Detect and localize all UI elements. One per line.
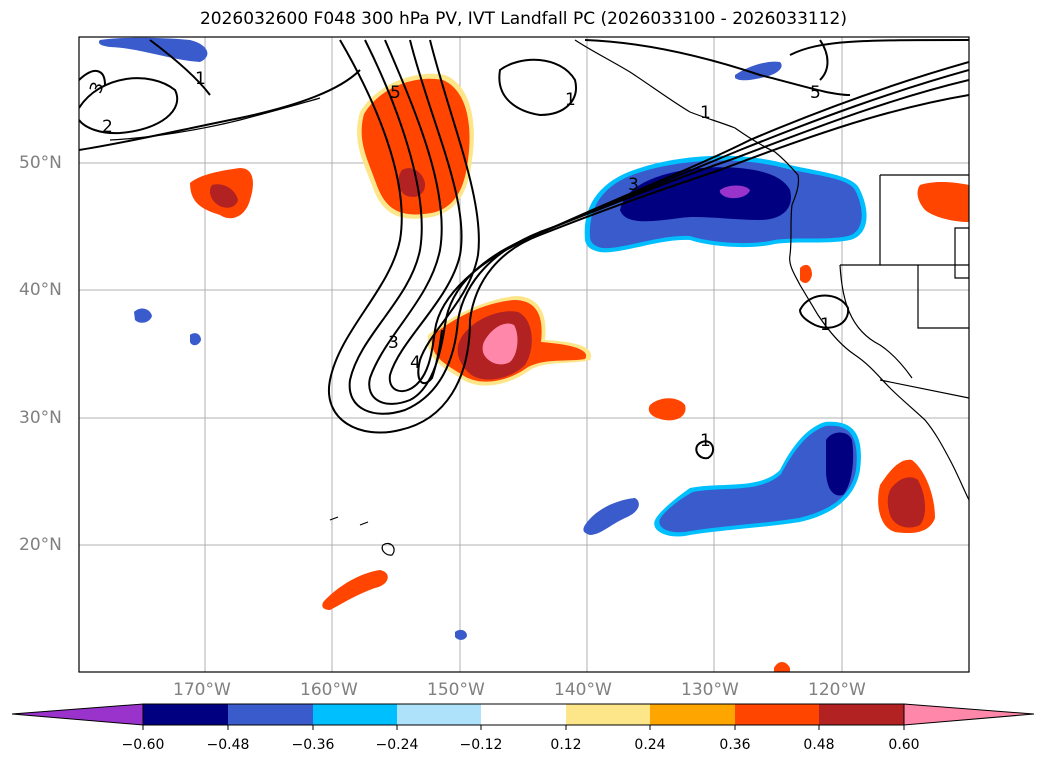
lon-label-170w: 170°W: [173, 680, 231, 700]
contour-label: 1: [565, 90, 576, 110]
contour-labels: 3 2 1 5 1 1 5 3 4 1 1 3: [86, 69, 831, 451]
colorbar: [11, 703, 1035, 730]
colorbar-segment: [228, 704, 313, 725]
contour-label: 1: [820, 315, 831, 335]
colorbar-tick-label: 0.60: [888, 737, 920, 753]
colorbar-tick-label: −0.36: [291, 737, 335, 753]
positive-pv-small-regions: [190, 168, 969, 672]
colorbar-segment: [735, 704, 819, 725]
lon-label-130w: 130°W: [681, 680, 739, 700]
lat-label-20n: 20°N: [19, 535, 62, 555]
contour-label: 5: [810, 83, 821, 103]
colorbar-left-arrow: [11, 703, 144, 726]
colorbar-segment: [397, 704, 481, 725]
graticule: [79, 37, 969, 672]
lat-label-30n: 30°N: [19, 408, 62, 428]
lat-label-40n: 40°N: [19, 280, 62, 300]
colorbar-segment: [143, 704, 228, 725]
lat-label-50n: 50°N: [19, 153, 62, 173]
contour-label: 1: [195, 69, 206, 89]
colorbar-tick-label: −0.48: [206, 737, 250, 753]
contours: [79, 39, 969, 460]
colorbar-segment: [650, 704, 735, 725]
contour-label: 5: [390, 83, 401, 103]
contour-label: 2: [102, 117, 113, 137]
positive-pv-region-north: [357, 73, 474, 219]
lon-label-120w: 120°W: [808, 680, 866, 700]
contour-label: 1: [700, 103, 711, 123]
colorbar-segment: [313, 704, 397, 725]
coastlines: [109, 39, 969, 556]
colorbar-tick-label: −0.24: [375, 737, 419, 753]
contour-label: 4: [410, 353, 421, 373]
contour-label: 1: [700, 431, 711, 451]
lon-label-160w: 160°W: [300, 680, 358, 700]
colorbar-tick-label: 0.12: [550, 737, 582, 753]
lon-label-140w: 140°W: [554, 680, 612, 700]
map-title: 2026032600 F048 300 hPa PV, IVT Landfall…: [199, 9, 847, 29]
lon-label-150w: 150°W: [427, 680, 485, 700]
colorbar-right-arrow: [903, 703, 1035, 726]
colorbar-tick-label: 0.48: [803, 737, 835, 753]
colorbar-tick-label: −0.12: [459, 737, 503, 753]
contour-label: 3: [628, 175, 639, 195]
contour-label: 3: [388, 333, 399, 353]
colorbar-tick-label: 0.36: [719, 737, 751, 753]
negative-pv-region-south: [98, 37, 861, 640]
colorbar-segment: [566, 704, 650, 725]
colorbar-segment: [819, 704, 904, 725]
colorbar-tick-label: −0.60: [121, 737, 165, 753]
map-frame: [78, 36, 970, 673]
colorbar-segment: [481, 704, 566, 725]
colorbar-tick-label: 0.24: [634, 737, 666, 753]
